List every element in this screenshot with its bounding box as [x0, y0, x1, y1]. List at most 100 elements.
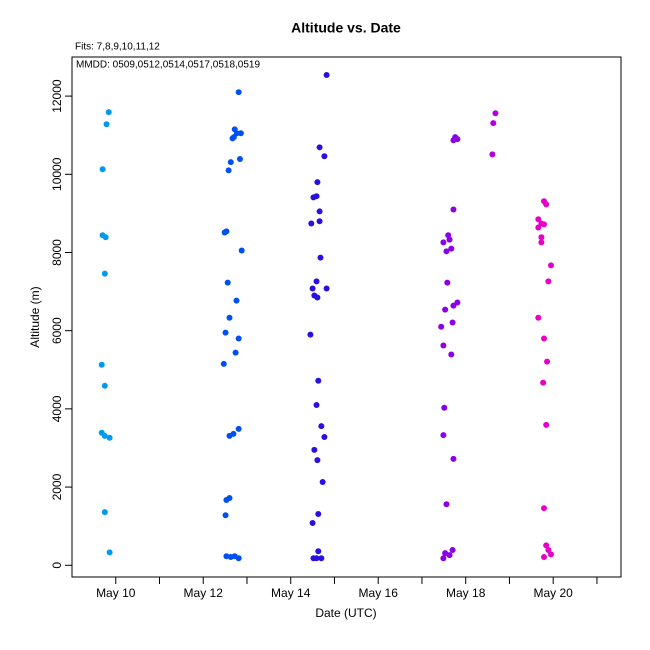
point — [323, 285, 330, 292]
point — [548, 262, 555, 269]
point — [317, 254, 324, 261]
point — [238, 247, 245, 254]
point — [444, 279, 451, 286]
point — [489, 151, 496, 158]
y-tick-label: 12000 — [50, 79, 64, 113]
point — [319, 478, 326, 485]
point — [535, 314, 542, 321]
point — [106, 434, 113, 441]
point — [101, 270, 108, 277]
point — [541, 505, 548, 512]
point — [101, 382, 108, 389]
point — [105, 109, 112, 116]
y-tick-label: 4000 — [50, 395, 64, 422]
point — [543, 421, 550, 428]
point — [310, 194, 317, 201]
point — [440, 432, 447, 439]
point — [450, 455, 457, 462]
point — [318, 555, 325, 562]
point — [316, 208, 323, 215]
point — [316, 144, 323, 151]
point — [440, 239, 447, 246]
x-axis-label: Date (UTC) — [315, 606, 376, 620]
y-tick-label: 10000 — [50, 157, 64, 191]
point — [221, 229, 228, 236]
point — [538, 234, 545, 241]
point — [440, 555, 447, 562]
point — [543, 542, 550, 549]
point — [308, 220, 315, 227]
point — [309, 520, 316, 527]
point — [309, 285, 316, 292]
point — [102, 234, 109, 241]
x-tick-label: May 18 — [446, 586, 486, 600]
x-tick-label: May 12 — [184, 586, 224, 600]
point — [450, 302, 457, 309]
point — [106, 549, 113, 556]
point — [545, 278, 552, 285]
point — [318, 423, 325, 430]
point — [103, 121, 110, 128]
plot-frame — [71, 56, 622, 578]
point — [446, 236, 453, 243]
point — [314, 457, 321, 464]
y-tick-label: 0 — [50, 562, 64, 569]
point — [438, 323, 445, 330]
point — [541, 335, 548, 342]
point — [314, 294, 321, 301]
point — [313, 278, 320, 285]
point — [98, 361, 105, 368]
point — [548, 551, 555, 558]
point — [307, 331, 314, 338]
point — [101, 509, 108, 516]
point — [233, 297, 240, 304]
annotation: MMDD: 0509,0512,0514,0517,0518,0519 — [76, 60, 260, 71]
point — [235, 89, 242, 96]
point — [540, 379, 547, 386]
point — [222, 512, 229, 519]
x-tick-label: May 16 — [359, 586, 399, 600]
y-tick-label: 6000 — [50, 317, 64, 344]
point — [223, 496, 230, 503]
point — [222, 329, 229, 336]
chart-title: Altitude vs. Date — [291, 20, 401, 36]
point — [313, 555, 320, 562]
point — [235, 335, 242, 342]
point — [311, 446, 318, 453]
point — [443, 248, 450, 255]
point — [538, 239, 545, 246]
point — [321, 434, 328, 441]
point — [449, 547, 456, 554]
point — [315, 548, 322, 555]
point — [442, 306, 449, 313]
point — [440, 342, 447, 349]
x-tick-label: May 10 — [96, 586, 136, 600]
point — [313, 401, 320, 408]
point — [448, 351, 455, 358]
point — [220, 360, 227, 367]
y-tick-label: 2000 — [50, 473, 64, 500]
point — [490, 120, 497, 127]
point — [224, 279, 231, 286]
point — [99, 166, 106, 173]
point — [315, 511, 322, 518]
point — [541, 554, 548, 561]
point — [535, 224, 542, 231]
point — [315, 377, 322, 384]
x-tick-label: May 14 — [271, 586, 311, 600]
point — [235, 425, 242, 432]
point — [449, 319, 456, 326]
point — [314, 179, 321, 186]
point — [441, 404, 448, 411]
point — [446, 552, 453, 559]
point — [226, 432, 233, 439]
point — [236, 156, 243, 163]
point — [492, 110, 499, 117]
point — [229, 135, 236, 142]
point — [543, 201, 550, 208]
x-tick-label: May 20 — [534, 586, 574, 600]
point — [450, 137, 457, 144]
point — [544, 358, 551, 365]
